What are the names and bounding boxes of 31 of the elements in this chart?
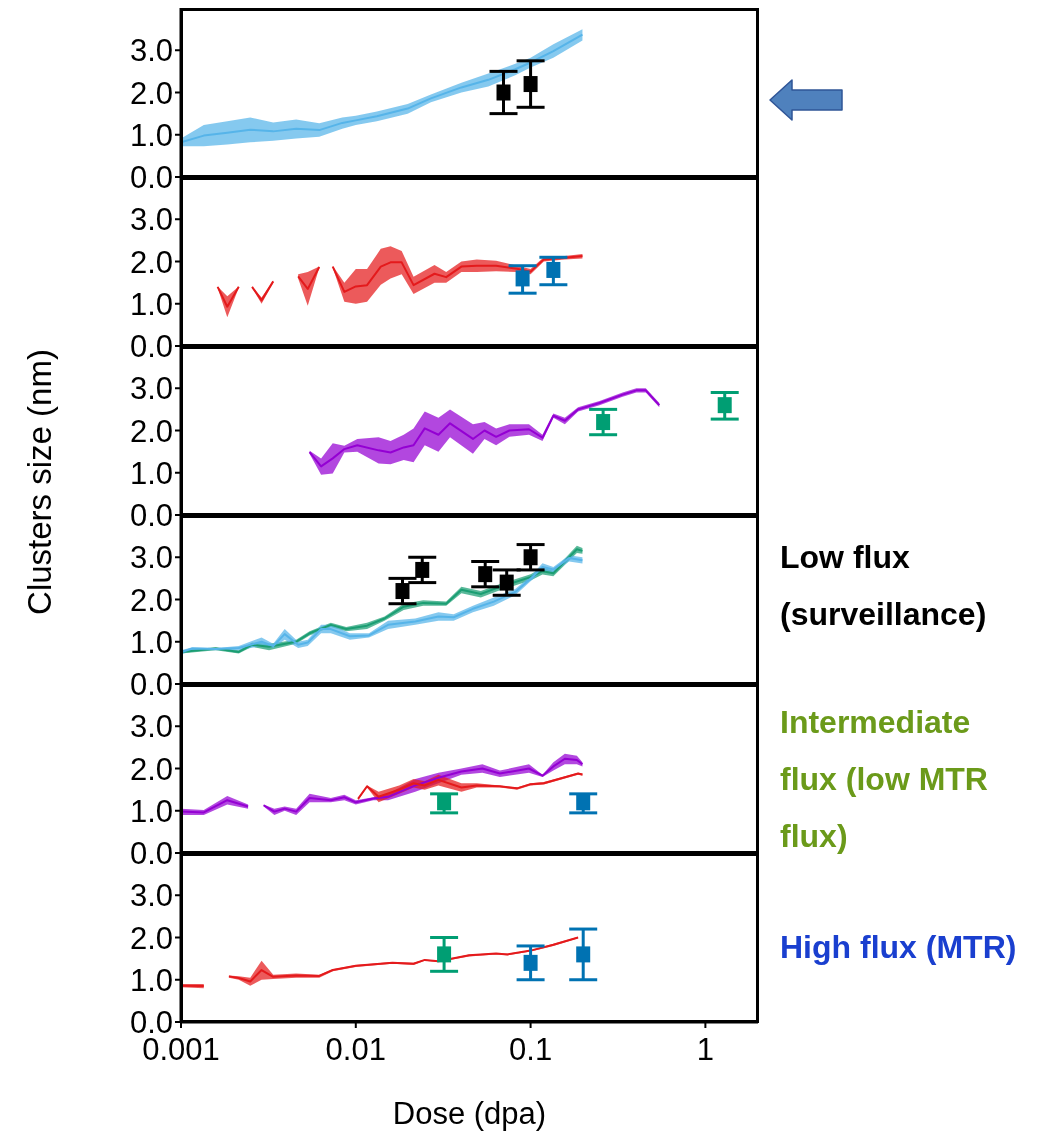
- y-tick-label: 0.0: [129, 498, 173, 534]
- x-tick-label: 0.01: [325, 1032, 386, 1068]
- x-tick-label: 0.1: [509, 1032, 553, 1068]
- x-axis-title: Dose (dpa): [392, 1096, 547, 1131]
- y-tick-label: 1.0: [129, 793, 173, 829]
- y-tick-label: 3.0: [129, 540, 173, 576]
- y-tick-label: 2.0: [129, 75, 173, 111]
- y-tick-label: 2.0: [129, 244, 173, 280]
- y-tick-label: 1.0: [129, 962, 173, 998]
- y-tick-label: 3.0: [129, 878, 173, 914]
- text: High flux (MTR): [780, 928, 1018, 967]
- y-tick-label: 3.0: [129, 202, 173, 238]
- y-tick-label: 3.0: [129, 371, 173, 407]
- y-tick-label: 1.0: [129, 455, 173, 491]
- y-tick-label: 0.0: [129, 329, 173, 365]
- y-tick-label: 3.0: [129, 33, 173, 69]
- y-tick-label: 1.0: [129, 624, 173, 660]
- y-tick-label: 0.0: [129, 836, 173, 872]
- x-tick-label: 1: [696, 1032, 715, 1068]
- y-tick-label: 1.0: [129, 117, 173, 153]
- y-tick-label: 0.0: [129, 667, 173, 703]
- y-tick-label: 1.0: [129, 286, 173, 322]
- y-axis-title: Clusters size (nm): [20, 348, 59, 617]
- text: Low flux (surveillance): [780, 538, 988, 634]
- y-tick-label: 2.0: [129, 920, 173, 956]
- y-tick-label: 2.0: [129, 413, 173, 449]
- text: Intermediate flux (low MTR flux): [780, 703, 989, 856]
- y-tick-label: 2.0: [129, 582, 173, 618]
- y-tick-label: 2.0: [129, 751, 173, 787]
- y-tick-label: 3.0: [129, 709, 173, 745]
- y-tick-label: 0.0: [129, 160, 173, 196]
